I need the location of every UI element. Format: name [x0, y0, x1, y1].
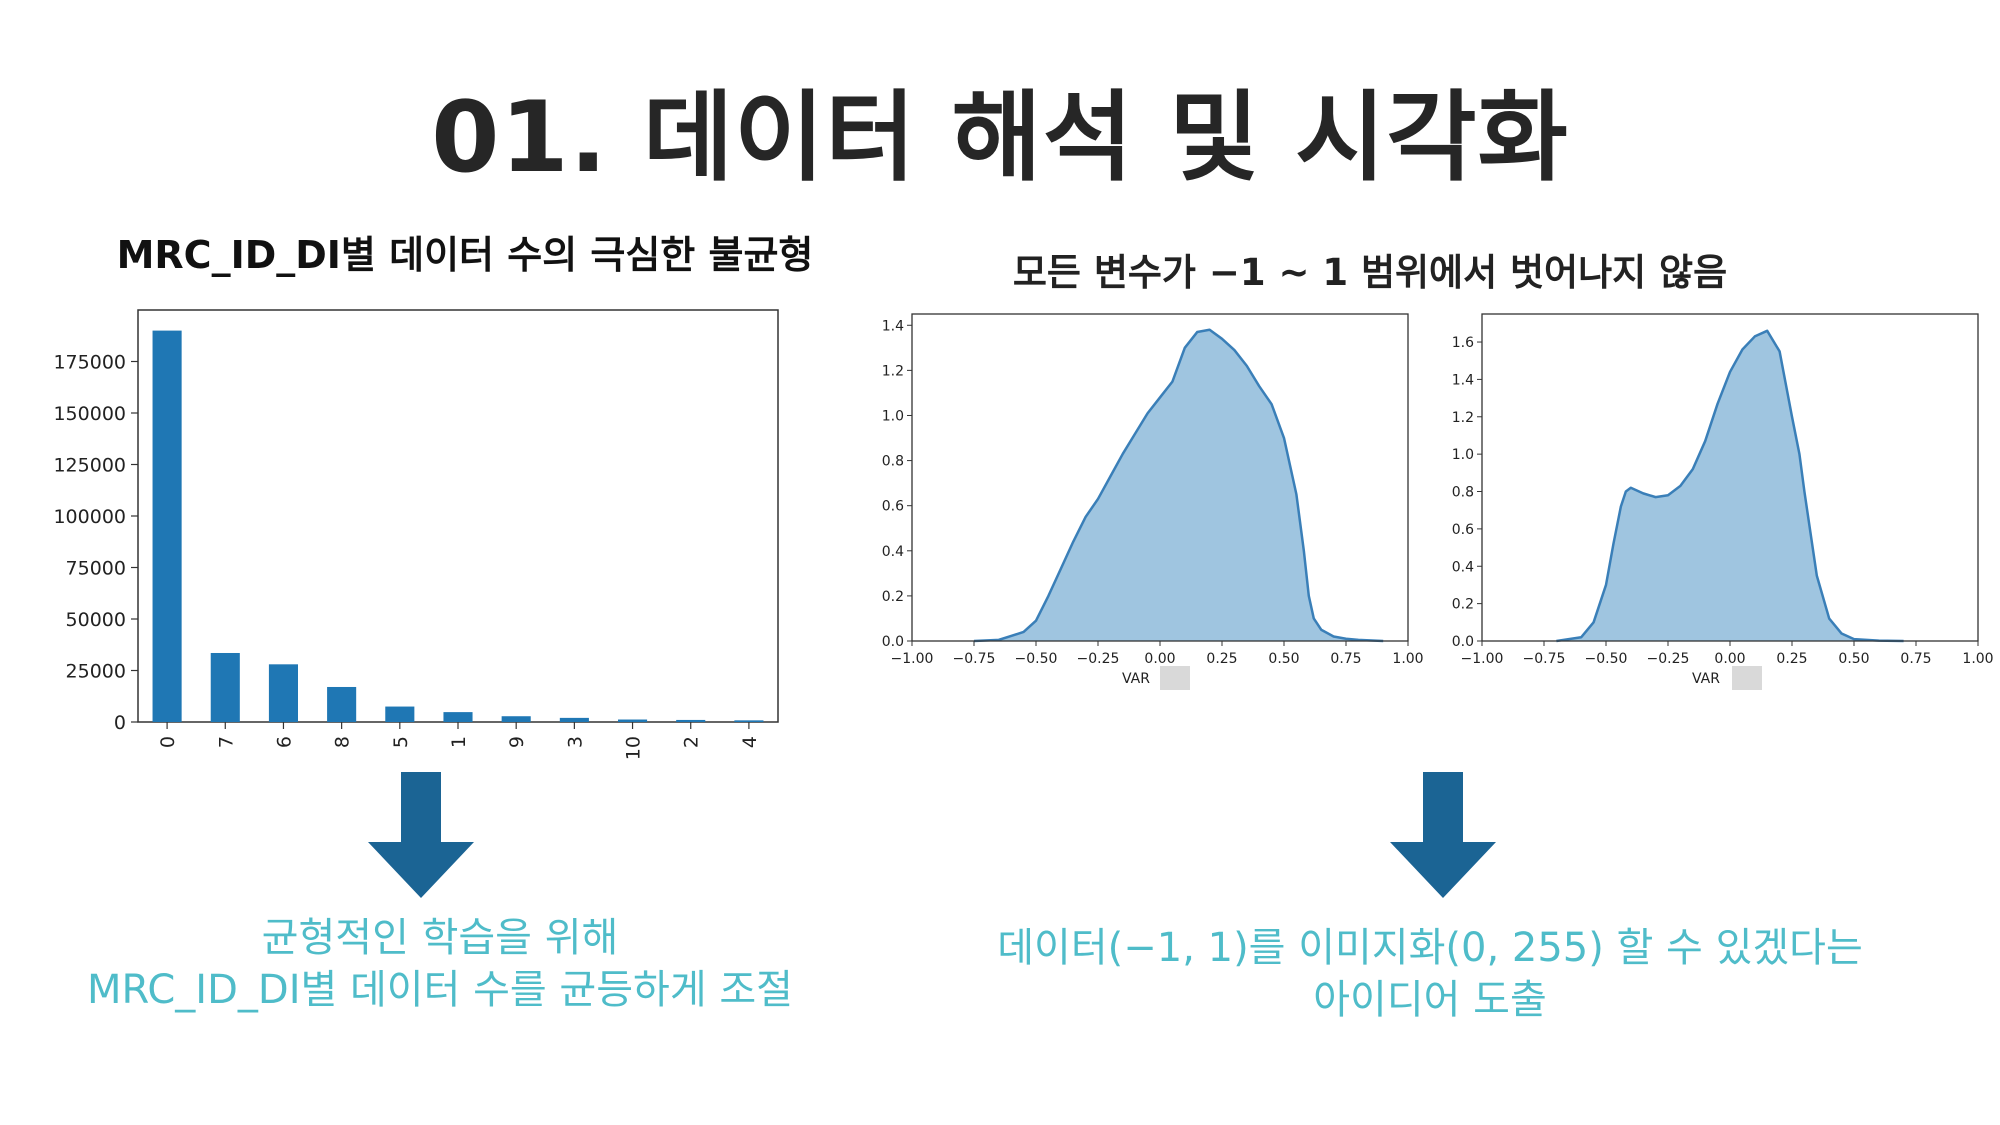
left-subtitle: MRC_ID_DI별 데이터 수의 극심한 불균형: [116, 233, 814, 277]
bar-x-tick-label: 2: [681, 736, 703, 748]
density-y-tick-label: 1.0: [882, 408, 904, 424]
density-y-tick-label: 1.2: [1452, 410, 1474, 426]
density-x-tick-label: 0.75: [1900, 651, 1931, 667]
bar-x-tick-label: 6: [273, 736, 295, 748]
bar-y-tick-label: 0: [114, 712, 126, 734]
density-y-tick-label: 0.2: [882, 589, 904, 605]
density-y-tick-label: 1.4: [882, 318, 904, 334]
density-x-axis-label: VAR: [1122, 671, 1150, 687]
bar-x-tick-label: 4: [739, 736, 761, 748]
bar-1: [443, 712, 473, 722]
right-caption: 데이터(−1, 1)를 이미지화(0, 255) 할 수 있겠다는 아이디어 도…: [930, 922, 1930, 1026]
bar-x-tick-label: 9: [506, 736, 528, 748]
density-x-tick-label: 0.00: [1144, 651, 1175, 667]
density-chart-left: 0.0 0.2 0.4 0.6 0.8 1.0 1.2 1.4 −1.00 −0.75 −0.50 −…: [882, 313, 1424, 687]
density-x-tick-label: 1.00: [1962, 651, 1993, 667]
density-x-tick-label: 1.00: [1392, 651, 1423, 667]
left-caption: 균형적인 학습을 위해 MRC_ID_DI별 데이터 수를 균등하게 조절: [40, 912, 840, 1016]
bar-7: [210, 652, 240, 722]
density-x-tick-label: −1.00: [1461, 651, 1504, 667]
bar-x-tick-label: 0: [157, 736, 179, 748]
bar-x-tick-label: 3: [564, 736, 586, 748]
bar-y-tick-label: 75000: [66, 558, 126, 580]
left-caption-line2: MRC_ID_DI별 데이터 수를 균등하게 조절: [87, 967, 793, 1013]
density-x-tick-label: 0.25: [1206, 651, 1237, 667]
bar-y-tick-label: 125000: [53, 455, 126, 477]
density-x-tick-label: 0.50: [1838, 651, 1869, 667]
bar-y-tick-label: 150000: [53, 403, 126, 425]
bar-5: [385, 706, 415, 722]
density-x-tick-label: −0.25: [1647, 651, 1690, 667]
bar-x-tick-label: 5: [390, 736, 412, 748]
bar-chart: 0 25000 50000 75000 100000 125000 150000 175000…: [53, 309, 779, 760]
bar-x-tick-label: 7: [215, 736, 237, 748]
density-y-tick-label: 1.2: [882, 363, 904, 379]
density-chart-right: 0.0 0.2 0.4 0.6 0.8 1.0 1.2 1.4 1.6 −1.00 −0.75 −0.…: [1452, 313, 1994, 687]
density-line: [973, 328, 1384, 643]
density-y-tick-label: 0.4: [1452, 559, 1474, 575]
density-x-tick-label: −0.50: [1015, 651, 1058, 667]
density-x-tick-label: 0.75: [1330, 651, 1361, 667]
density-area: [1556, 330, 1904, 641]
right-subtitle: 모든 변수가 −1 ~ 1 범위에서 벗어나지 않음: [1012, 251, 1728, 294]
bar-y-tick-label: 50000: [66, 609, 126, 631]
density-y-tick-label: 0.0: [1452, 634, 1474, 650]
density-line: [1556, 329, 1904, 643]
slide-title: 01. 데이터 해석 및 시각화: [431, 81, 1569, 195]
density-area: [974, 329, 1384, 641]
bar-x-tick-label: 8: [332, 736, 354, 748]
density-y-tick-label: 0.6: [882, 499, 904, 515]
bar-0: [152, 330, 182, 722]
density-x-tick-label: 0.25: [1776, 651, 1807, 667]
density-x-tick-label: −0.50: [1585, 651, 1628, 667]
down-arrow-left: [368, 772, 474, 898]
bar-x-tick-label: 1: [448, 736, 470, 748]
density-y-tick-label: 1.6: [1452, 335, 1474, 351]
density-x-axis-label: VAR: [1692, 671, 1720, 687]
density-x-tick-label: −0.25: [1077, 651, 1120, 667]
bar-2: [676, 719, 706, 722]
bar-3: [559, 717, 589, 722]
density-x-tick-label: 0.00: [1714, 651, 1745, 667]
bar-x-tick-label: 10: [623, 736, 645, 760]
bar-8: [327, 686, 357, 722]
density-y-tick-label: 1.0: [1452, 447, 1474, 463]
bar-6: [268, 664, 298, 722]
bar-10: [618, 719, 648, 722]
right-caption-line1: 데이터(−1, 1)를 이미지화(0, 255) 할 수 있겠다는: [997, 925, 1863, 971]
density-x-tick-label: 0.50: [1268, 651, 1299, 667]
redacted-label-left: [1160, 666, 1190, 690]
redacted-label-right: [1732, 666, 1762, 690]
density-y-tick-label: 0.8: [1452, 485, 1474, 501]
density-y-tick-label: 1.4: [1452, 372, 1474, 388]
density-y-tick-label: 0.8: [882, 454, 904, 470]
density-x-tick-label: −1.00: [891, 651, 934, 667]
bar-y-tick-label: 100000: [53, 506, 126, 528]
down-arrow-right: [1390, 772, 1496, 898]
density-y-tick-label: 0.4: [882, 544, 904, 560]
density-y-tick-label: 0.0: [882, 634, 904, 650]
density-y-tick-label: 0.6: [1452, 522, 1474, 538]
right-caption-line2: 아이디어 도출: [1313, 977, 1547, 1023]
bar-9: [501, 716, 531, 722]
left-caption-line1: 균형적인 학습을 위해: [261, 915, 619, 961]
density-x-tick-label: −0.75: [1523, 651, 1566, 667]
density-y-tick-label: 0.2: [1452, 597, 1474, 613]
bar-y-tick-label: 25000: [66, 661, 126, 683]
bar-y-tick-label: 175000: [53, 352, 126, 374]
bar-4: [734, 720, 764, 722]
density-x-tick-label: −0.75: [953, 651, 996, 667]
